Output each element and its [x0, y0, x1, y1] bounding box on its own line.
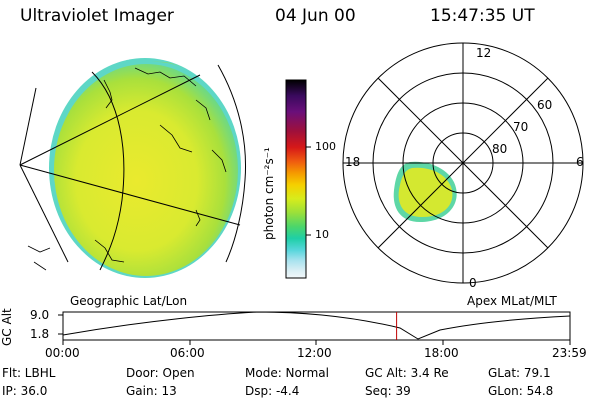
info-flt: Flt: LBHL [2, 366, 56, 380]
auroral-oval [393, 161, 457, 222]
timeline-tick-4: 23:59 [552, 346, 587, 360]
info-glon: GLon: 54.8 [488, 384, 554, 398]
timeline-tick-0: 00:00 [45, 346, 80, 360]
mlt-label-12: 12 [476, 46, 492, 60]
info-glat: GLat: 79.1 [488, 366, 551, 380]
timeline-tick-1: 06:00 [170, 346, 205, 360]
colorbar-tick-label-10: 10 [315, 228, 329, 241]
mlt-label-18: 18 [345, 155, 361, 169]
apex-label: Apex MLat/MLT [467, 294, 557, 308]
timeline-ylabel: GC Alt [0, 308, 14, 346]
mlat-label-80: 80 [492, 142, 508, 156]
info-gcalt: GC Alt: 3.4 Re [365, 366, 449, 380]
geographic-label: Geographic Lat/Lon [70, 294, 188, 308]
info-door: Door: Open [126, 366, 195, 380]
timeline-tick-3: 18:00 [424, 346, 459, 360]
timeline-ymax: 9.0 [30, 308, 50, 322]
info-mode: Mode: Normal [245, 366, 329, 380]
mlat-label-70: 70 [513, 120, 529, 134]
orbit-timeline [58, 311, 571, 345]
info-dsp: Dsp: -4.4 [245, 384, 300, 398]
mlat-label-60: 60 [537, 98, 553, 112]
instrument-title: Ultraviolet Imager [20, 6, 174, 26]
mlt-label-0: 0 [469, 276, 477, 290]
info-ip: IP: 36.0 [2, 384, 48, 398]
info-gain: Gain: 13 [126, 384, 177, 398]
timeline-tick-2: 12:00 [297, 346, 332, 360]
time-label: 15:47:35 UT [430, 6, 535, 26]
info-seq: Seq: 39 [365, 384, 411, 398]
mlt-label-6: 6 [576, 155, 584, 169]
timeline-ymin: 1.8 [30, 327, 50, 341]
colorbar [285, 79, 307, 279]
polar-plot [342, 42, 584, 284]
colorbar-tick-label-100: 100 [315, 140, 336, 153]
geographic-image [19, 58, 246, 278]
colorbar-unit-label: photon cm⁻²s⁻¹ [262, 147, 276, 240]
date-label: 04 Jun 00 [275, 6, 356, 26]
